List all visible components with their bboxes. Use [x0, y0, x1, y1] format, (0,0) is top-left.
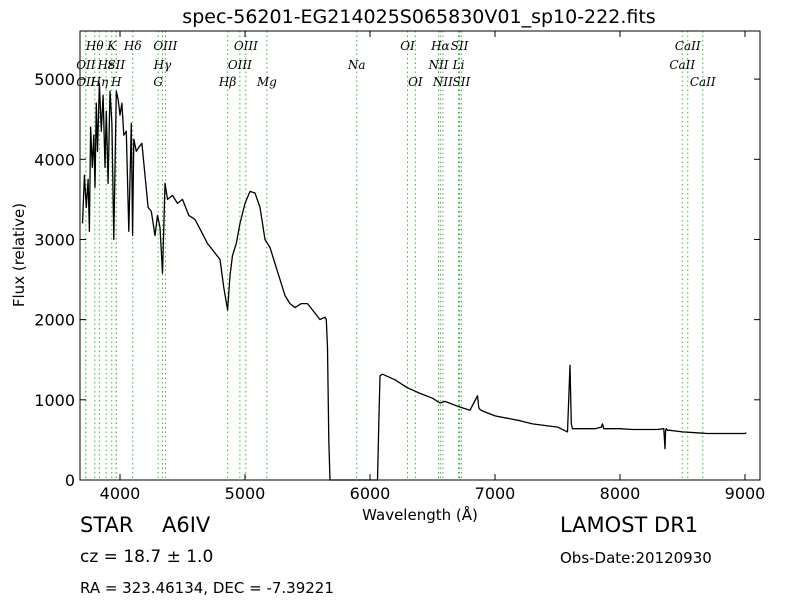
spectral-line-label: Hη	[90, 75, 109, 89]
y-axis-label: Flux (relative)	[10, 203, 28, 307]
y-tick-label: 3000	[34, 230, 75, 249]
spectral-line-label: Mg	[256, 75, 277, 89]
spectral-line-label: K	[106, 39, 117, 53]
x-tick-label: 5000	[225, 484, 266, 503]
x-tick-label: 7000	[475, 484, 516, 503]
spectral-line-label: SII	[453, 75, 471, 89]
spectral-line-label: OII	[76, 58, 96, 72]
spectral-line-label: OI	[400, 39, 415, 53]
spectral-line-label: NII	[432, 75, 453, 89]
chart-title: spec-56201-EG214025S065830V01_sp10-222.f…	[182, 6, 655, 28]
plot-frame	[79, 30, 761, 481]
redshift-value: cz = 18.7 ± 1.0	[80, 547, 214, 567]
spectral-line-label: H	[110, 75, 122, 89]
observation-date: Obs-Date:20120930	[560, 549, 712, 567]
spectral-line-label: CaII	[669, 58, 695, 72]
spectrum-series	[81, 82, 747, 481]
spectral-line-label: Li	[452, 58, 465, 72]
spectral-line-label: Hα	[430, 39, 450, 53]
x-axis-label: Wavelength (Å)	[362, 505, 478, 524]
spectral-line-label: Hδ	[123, 39, 142, 53]
spectral-line-label: SII	[107, 58, 125, 72]
spectral-line-label: Hγ	[153, 58, 172, 72]
spectral-line-label: CaII	[675, 39, 701, 53]
spectral-line-markers	[85, 31, 704, 480]
x-tick-label: 9000	[725, 484, 766, 503]
coordinates: RA = 323.46134, DEC = -7.39221	[80, 579, 334, 597]
y-tick-label: 2000	[34, 311, 75, 330]
spectral-line-label: OI	[408, 75, 423, 89]
spectral-line-label: Hε	[97, 58, 115, 72]
object-class: STAR	[80, 513, 134, 537]
spectral-line-label: SII	[451, 39, 469, 53]
spectral-line-label: NII	[428, 58, 449, 72]
spectrum-line	[81, 82, 747, 481]
spectral-line-label: CaII	[690, 75, 716, 89]
object-subclass: A6IV	[162, 513, 211, 537]
x-tick-label: 4000	[100, 484, 141, 503]
spectral-line-label: Na	[347, 58, 366, 72]
spectral-line-label: OIII	[153, 39, 177, 53]
spectral-line-label: Hθ	[85, 39, 104, 53]
y-tick-label: 0	[65, 471, 75, 490]
y-tick-label: 5000	[34, 70, 75, 89]
spectral-line-label: G	[153, 75, 163, 89]
spectral-line-label: OIII	[228, 58, 252, 72]
spectral-line-label: OII	[76, 75, 96, 89]
spectral-line-label: Hβ	[218, 75, 236, 89]
y-tick-label: 1000	[34, 391, 75, 410]
y-tick-label: 4000	[34, 150, 75, 169]
x-tick-label: 6000	[350, 484, 391, 503]
spectral-line-labels: OIIOIIHθHηKHεSIIHHδHγGOIIIHβOIIIOIIIMgNa…	[76, 39, 716, 89]
axis-ticks: 4000 5000 6000 7000 8000 9000 0 1000 2000 3000 400…	[34, 31, 765, 503]
survey-name: LAMOST DR1	[560, 513, 699, 537]
x-tick-label: 8000	[600, 484, 641, 503]
spectral-line-label: OIII	[234, 39, 258, 53]
